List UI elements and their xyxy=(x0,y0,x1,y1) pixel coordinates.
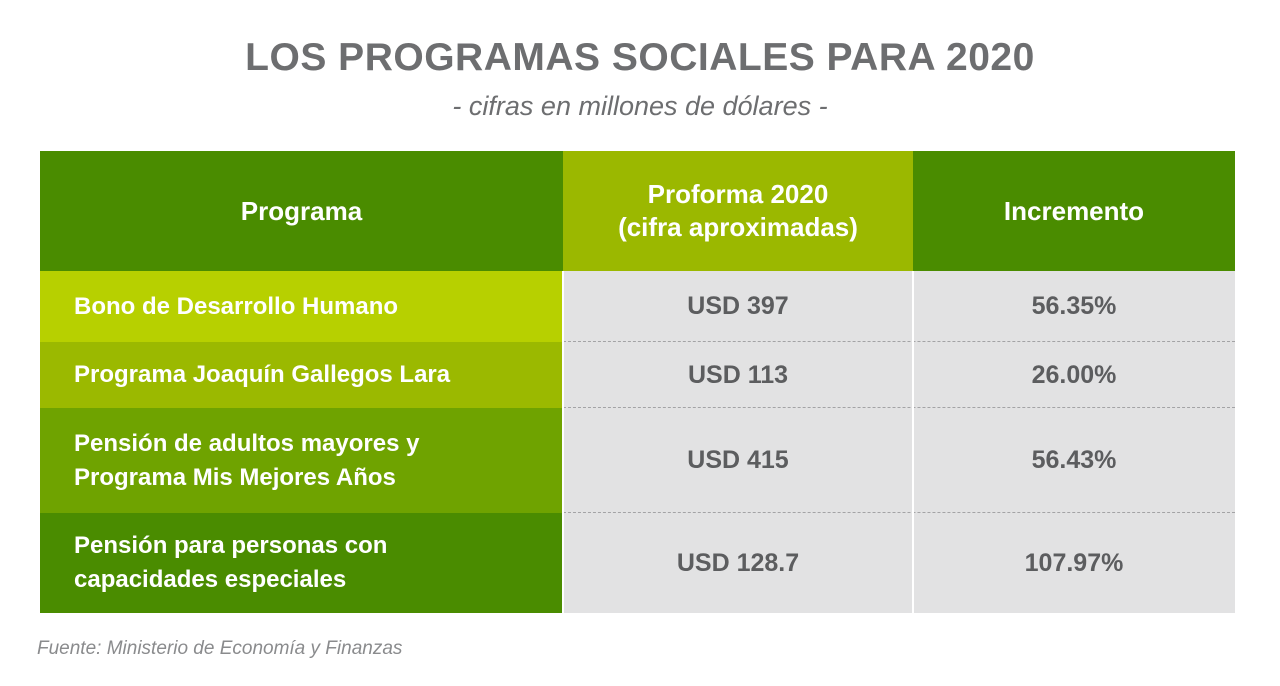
row-4-programa-text: Pensión para personas con capacidades es… xyxy=(74,532,388,593)
header-proforma: Proforma 2020 (cifra aproximadas) xyxy=(563,151,913,271)
row-4-incremento-value: 107.97% xyxy=(1024,548,1124,577)
column-divider-1 xyxy=(562,271,564,613)
header-incremento-label: Incremento xyxy=(1003,195,1145,226)
table-row-1-programa: Bono de Desarrollo Humano xyxy=(40,271,563,342)
table-row-2-programa: Programa Joaquín Gallegos Lara xyxy=(40,342,563,408)
row-3-programa-text: Pensión de adultos mayores y Programa Mi… xyxy=(74,429,420,491)
chart-title: LOS PROGRAMAS SOCIALES PARA 2020 xyxy=(245,36,1035,79)
column-divider-2 xyxy=(912,271,914,613)
table-row-4-bg xyxy=(563,513,1235,613)
row-2-programa-text: Programa Joaquín Gallegos Lara xyxy=(74,361,451,388)
header-proforma-label: Proforma 2020 (cifra aproximadas) xyxy=(618,179,858,242)
chart-subtitle: - cifras en millones de dólares - xyxy=(452,91,828,121)
row-1-programa-text: Bono de Desarrollo Humano xyxy=(74,292,399,320)
row-2-proforma-value: USD 113 xyxy=(687,360,789,389)
table-row-3-programa: Pensión de adultos mayores y Programa Mi… xyxy=(40,408,563,513)
table-row-4-programa: Pensión para personas con capacidades es… xyxy=(40,513,563,613)
header-incremento: Incremento xyxy=(913,151,1235,271)
row-3-proforma-value: USD 415 xyxy=(687,446,789,474)
row-1-incremento-value: 56.35% xyxy=(1031,292,1117,320)
row-2-incremento-value: 26.00% xyxy=(1031,360,1117,389)
table-row-3-bg xyxy=(563,408,1235,513)
row-1-proforma-value: USD 397 xyxy=(687,292,789,320)
table-row-1-proforma xyxy=(563,271,1235,342)
header-programa-label: Programa xyxy=(240,195,363,226)
table-row-2-bg xyxy=(563,342,1235,408)
row-3-incremento-value: 56.43% xyxy=(1031,446,1117,474)
row-4-proforma-value: USD 128.7 xyxy=(676,548,800,577)
header-programa: Programa xyxy=(40,151,563,271)
programs-table: Programa Proforma 2020 (cifra aproximada… xyxy=(40,151,1235,613)
source-note: Fuente: Ministerio de Economía y Finanza… xyxy=(37,638,403,659)
